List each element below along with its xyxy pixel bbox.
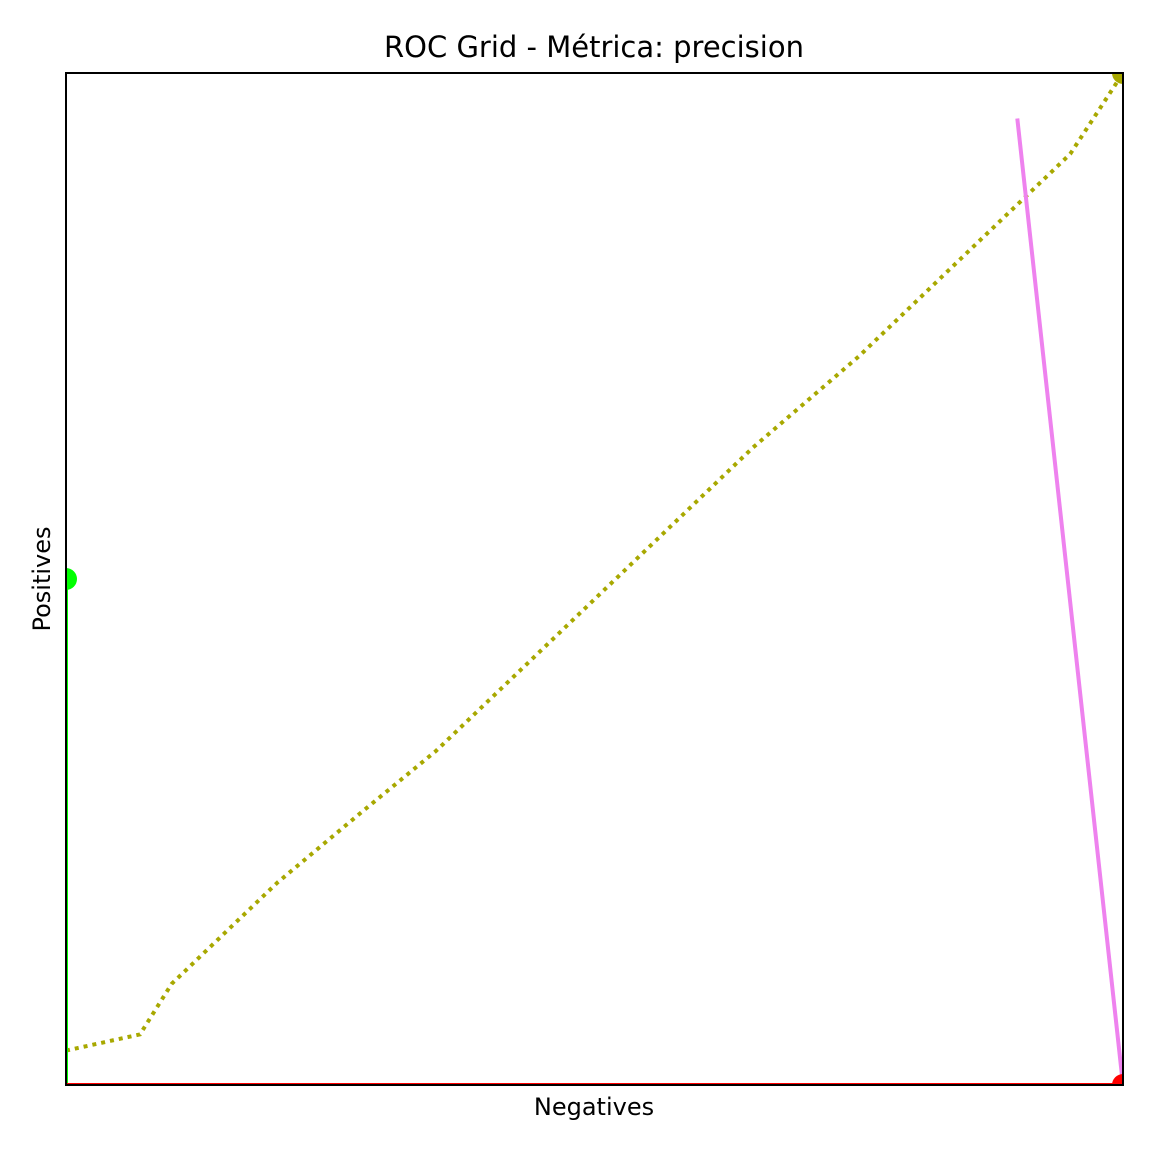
series-point-olive xyxy=(1112,73,1123,84)
plot-frame xyxy=(65,72,1124,1086)
x-axis-label: Negatives xyxy=(534,1093,654,1121)
series-point-red xyxy=(1112,1074,1123,1085)
series-line-violet xyxy=(1015,118,1123,1085)
series-line-olive xyxy=(66,73,1123,1053)
series-point-green xyxy=(66,568,77,590)
series-layer xyxy=(66,73,1123,1085)
chart-title: ROC Grid - Métrica: precision xyxy=(384,30,804,64)
y-axis-label: Positives xyxy=(28,526,56,631)
